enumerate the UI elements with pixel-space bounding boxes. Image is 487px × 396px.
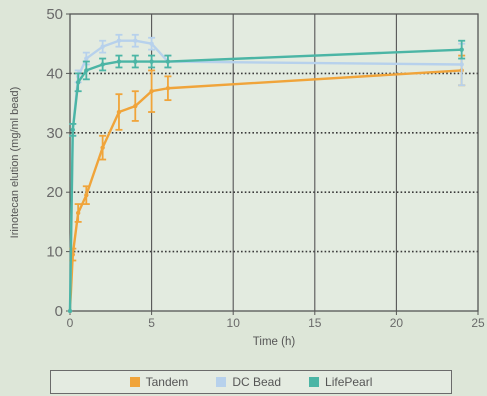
data-point xyxy=(75,210,81,216)
series-lifepearl xyxy=(67,39,466,314)
x-tick-label: 5 xyxy=(148,316,155,330)
data-point xyxy=(84,56,89,61)
x-axis-label: Time (h) xyxy=(253,336,296,348)
data-point xyxy=(149,41,154,46)
y-tick-label: 20 xyxy=(46,184,63,201)
data-point xyxy=(67,308,73,314)
data-point xyxy=(84,192,89,198)
y-tick-label: 0 xyxy=(55,303,63,320)
plot-area xyxy=(70,14,478,311)
y-tick-label: 50 xyxy=(46,6,63,23)
data-point xyxy=(149,89,154,94)
legend-item: Tandem xyxy=(129,375,189,389)
legend-label: Tandem xyxy=(145,375,189,389)
data-point xyxy=(75,80,81,85)
legend-label: LifePearl xyxy=(325,375,373,389)
y-tick-label: 40 xyxy=(46,65,63,82)
x-tick-label: 10 xyxy=(227,316,241,330)
data-point xyxy=(459,47,464,52)
y-tick-label: 10 xyxy=(46,244,63,261)
legend-item: LifePearl xyxy=(309,375,372,389)
legend-swatch xyxy=(216,377,227,387)
data-point xyxy=(133,103,138,109)
series-tandem xyxy=(67,54,466,314)
x-tick-label: 20 xyxy=(390,316,404,330)
data-point xyxy=(133,38,138,43)
series-line xyxy=(68,69,462,312)
data-point xyxy=(70,127,75,133)
legend-swatch xyxy=(129,377,140,387)
data-point xyxy=(459,62,464,67)
data-point xyxy=(165,59,171,64)
x-tick-label: 15 xyxy=(308,316,322,330)
x-tick-label: 25 xyxy=(471,316,485,330)
chart-legend: Tandem DC Bead LifePearl xyxy=(50,370,452,394)
data-point xyxy=(149,59,154,64)
data-point xyxy=(100,62,105,67)
data-point xyxy=(100,145,105,150)
data-point xyxy=(100,44,105,49)
x-tick-label: 0 xyxy=(67,316,74,330)
plot-frame xyxy=(69,13,479,312)
data-point xyxy=(133,59,138,64)
data-point xyxy=(116,59,122,64)
series-line xyxy=(68,48,462,312)
data-point xyxy=(116,109,122,115)
legend-swatch xyxy=(309,377,320,387)
data-point xyxy=(84,68,89,73)
legend-item: DC Bead xyxy=(216,375,281,389)
chart-svg: 0 10 20 30 40 50 0 5 10 15 20 25 Time (h) Irinotecan … xyxy=(9,6,485,348)
y-tick-label: 30 xyxy=(46,125,63,142)
data-point xyxy=(116,38,122,43)
y-axis-label: Irinotecan elution (mg/ml bead) xyxy=(9,87,21,239)
legend-label: DC Bead xyxy=(232,375,282,389)
data-point xyxy=(165,86,171,91)
